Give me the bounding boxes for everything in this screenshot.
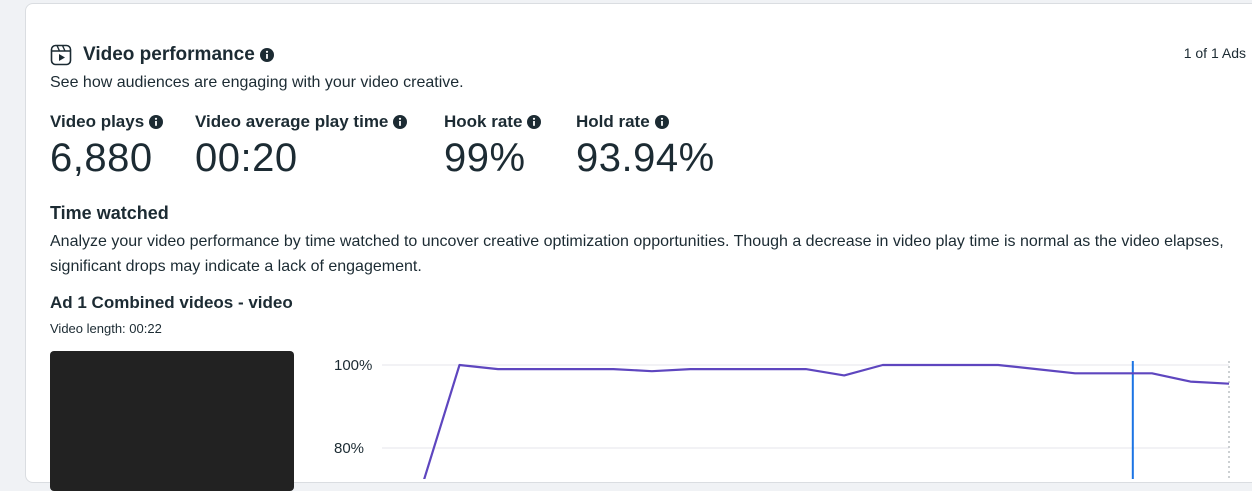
y-tick-label: 100% [334,357,372,374]
ad-title: Ad 1 Combined videos - video [50,293,293,312]
metric-label: Video plays [50,112,145,131]
time-watched-chart: 100% 80% [334,357,1230,479]
metric-value: 6,880 [50,136,153,180]
metric-label: Hold rate [576,112,650,131]
metric-hook-rate: Hook rate 99% [444,112,542,181]
metric-label: Hook rate [444,112,523,131]
metric-hold-rate: Hold rate 93.94% [576,112,715,181]
retention-line [423,363,1230,479]
y-tick-label: 80% [334,440,364,457]
metric-value: 93.94% [576,136,715,180]
metric-label: Video average play time [195,112,389,131]
card-title: Video performance [83,44,255,65]
metric-average-play-time: Video average play time 00:20 [195,112,408,181]
info-icon[interactable] [527,115,542,129]
video-performance-card: Video performance 1 of 1 Ads See how aud… [25,3,1252,491]
ads-pager: 1 of 1 Ads [1183,45,1246,61]
info-icon[interactable] [393,115,408,129]
info-icon[interactable] [259,48,274,62]
video-length: Video length: 00:22 [50,321,162,336]
video-thumbnail[interactable] [50,351,294,491]
time-watched-description: Analyze your video performance by time w… [50,233,1224,275]
metric-value: 99% [444,136,526,180]
reel-play-icon [50,44,72,66]
card-header: Video performance [50,44,274,66]
info-icon[interactable] [654,115,669,129]
metric-value: 00:20 [195,136,298,180]
time-watched-title: Time watched [50,203,169,223]
info-icon[interactable] [149,115,164,129]
metric-video-plays: Video plays 6,880 [50,112,164,181]
card-subtitle: See how audiences are engaging with your… [50,74,464,91]
